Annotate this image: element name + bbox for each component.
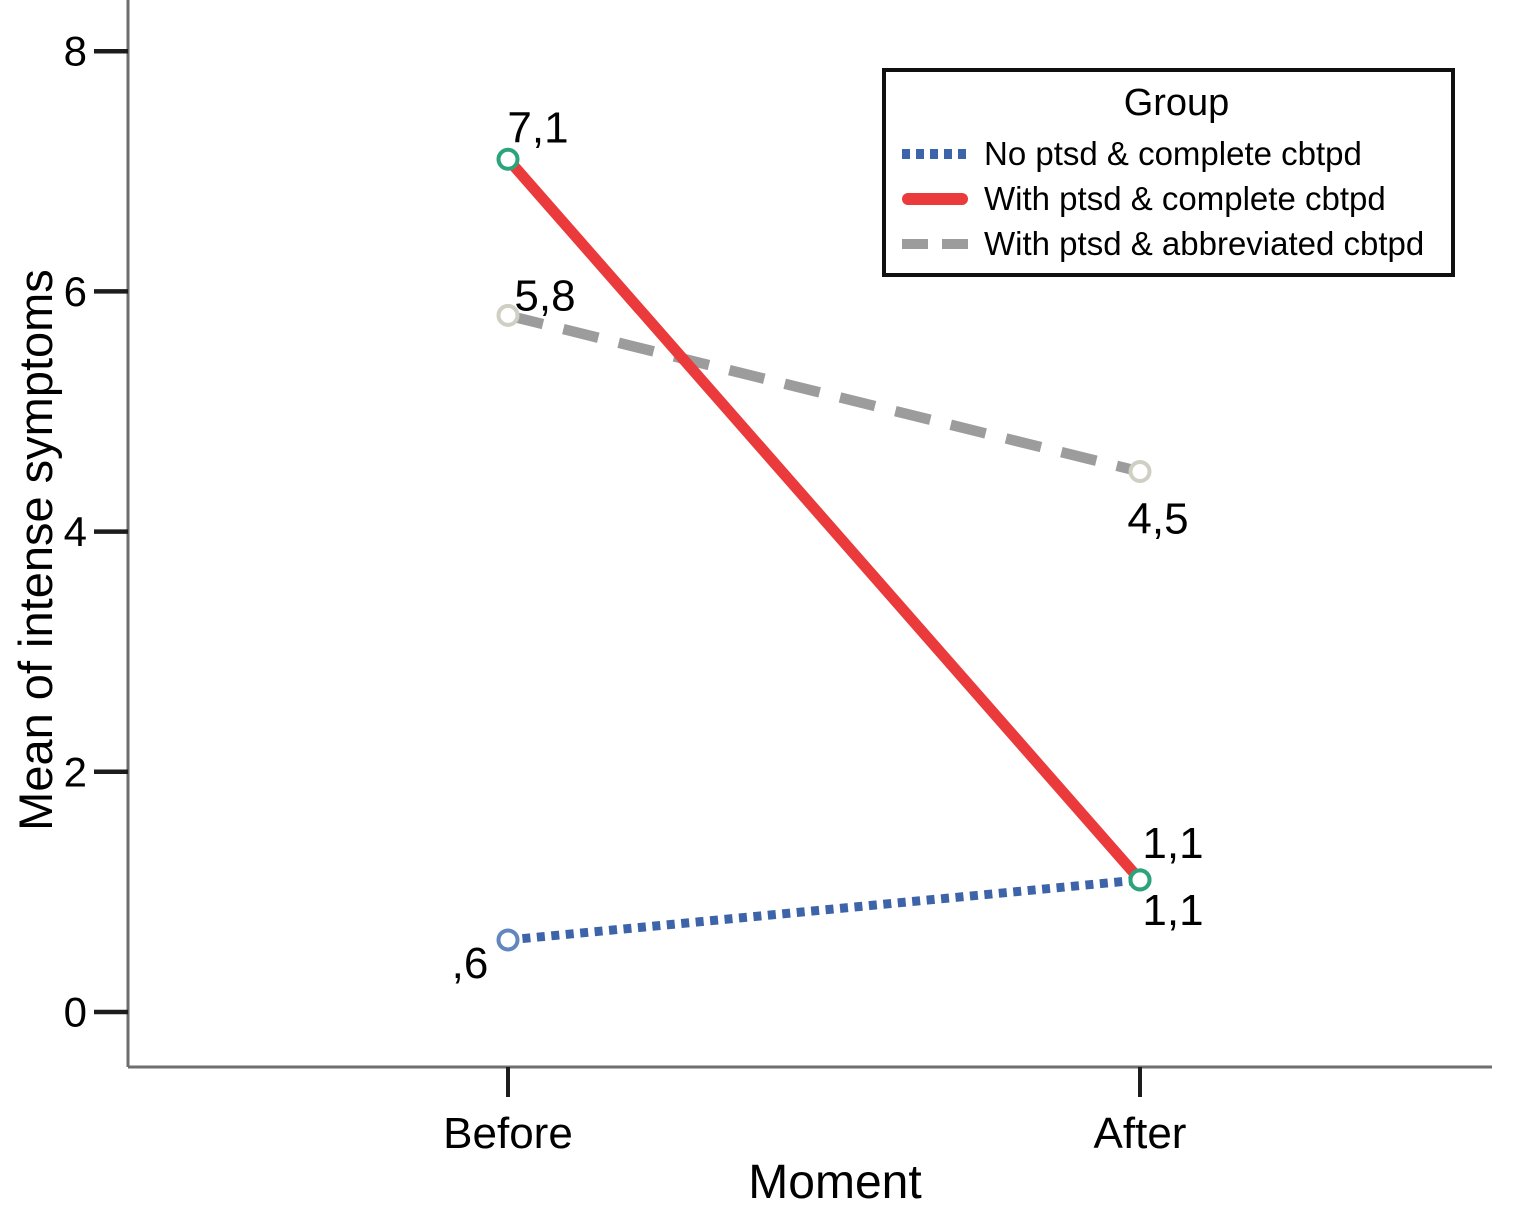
legend-item: No ptsd & complete cbtpd bbox=[902, 131, 1451, 176]
data-point-marker bbox=[496, 928, 520, 952]
x-axis-title: Moment bbox=[748, 1156, 922, 1209]
legend-swatch-dotted-line bbox=[902, 148, 968, 159]
y-axis-title: Mean of intense symptoms bbox=[9, 269, 62, 831]
series-line-dashed bbox=[506, 310, 1142, 477]
y-tick-label: 4 bbox=[64, 508, 87, 555]
y-tick-label: 8 bbox=[64, 28, 87, 75]
series-line-solid bbox=[502, 153, 1146, 886]
legend-swatch-solid-line bbox=[902, 192, 968, 205]
point-value-label: ,6 bbox=[452, 939, 489, 988]
y-tick-label: 6 bbox=[64, 268, 87, 315]
y-tick-label: 0 bbox=[64, 989, 87, 1036]
legend-label: With ptsd & abbreviated cbtpd bbox=[984, 224, 1425, 262]
legend: Group No ptsd & complete cbtpd With ptsd… bbox=[882, 68, 1455, 277]
data-point-marker bbox=[1128, 868, 1152, 892]
point-value-label: 7,1 bbox=[507, 103, 568, 152]
data-point-marker bbox=[1128, 460, 1152, 484]
series-line-dotted bbox=[507, 875, 1141, 945]
x-category-label: Before bbox=[443, 1109, 573, 1158]
legend-title: Group bbox=[1123, 82, 1230, 124]
legend-label: With ptsd & complete cbtpd bbox=[984, 179, 1386, 217]
point-value-label: 1,1 bbox=[1142, 886, 1203, 935]
y-tick-label: 2 bbox=[64, 748, 87, 795]
point-value-label: 5,8 bbox=[514, 271, 575, 320]
x-category-label: After bbox=[1094, 1109, 1187, 1158]
legend-swatch-dashed-line bbox=[902, 238, 968, 249]
legend-item: With ptsd & complete cbtpd bbox=[902, 176, 1451, 221]
data-point-marker bbox=[496, 303, 520, 327]
point-value-label: 4,5 bbox=[1127, 495, 1188, 544]
legend-label: No ptsd & complete cbtpd bbox=[984, 134, 1362, 172]
data-point-marker bbox=[496, 147, 520, 171]
point-value-label: 1,1 bbox=[1142, 819, 1203, 868]
legend-item: With ptsd & abbreviated cbtpd bbox=[902, 221, 1451, 266]
